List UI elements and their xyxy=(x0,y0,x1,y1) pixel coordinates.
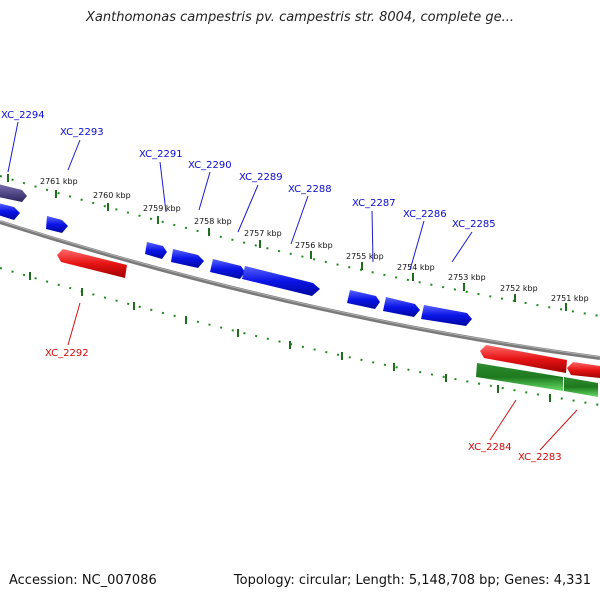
gene-band-xc-2283[interactable] xyxy=(564,377,598,397)
gene-label-xc-2290: XC_2290 xyxy=(188,160,232,171)
gene-label-xc-2287: XC_2287 xyxy=(352,198,396,209)
gene-label-xc-2285: XC_2285 xyxy=(452,219,496,230)
tick-label: 2758 kbp xyxy=(194,217,232,226)
gene-xc-2288[interactable] xyxy=(242,266,320,296)
gene-label-xc-2283: XC_2283 xyxy=(518,452,562,463)
tick-label: 2752 kbp xyxy=(500,284,538,293)
gene-xc-2294-fwd[interactable] xyxy=(0,203,20,220)
tick-label: 2757 kbp xyxy=(244,229,282,238)
gene-label-xc-2288: XC_2288 xyxy=(288,184,332,195)
tick-label: 2753 kbp xyxy=(448,273,486,282)
gene-label-xc-2289: XC_2289 xyxy=(239,172,283,183)
gene-label-xc-2294: XC_2294 xyxy=(1,110,45,121)
forward-leader-lines xyxy=(7,121,473,271)
gene-xc-2285[interactable] xyxy=(421,305,472,326)
reverse-other-genes xyxy=(476,363,598,397)
gene-xc-2283[interactable] xyxy=(567,362,600,378)
major-ticks-upper xyxy=(7,174,567,311)
gene-label-xc-2284: XC_2284 xyxy=(468,442,512,453)
tick-label: 2754 kbp xyxy=(397,263,435,272)
accession-text: Accession: NC_007086 xyxy=(9,573,157,588)
gene-label-xc-2293: XC_2293 xyxy=(60,127,104,138)
gene-xc-2286[interactable] xyxy=(383,297,420,317)
map-title: Xanthomonas campestris pv. campestris st… xyxy=(86,10,514,25)
gene-label-xc-2292: XC_2292 xyxy=(45,348,89,359)
reverse-genes xyxy=(57,249,600,378)
gene-xc-2287[interactable] xyxy=(347,290,380,309)
gene-xc-2294[interactable] xyxy=(0,184,27,202)
reverse-gene-labels: XC_2292 XC_2284 XC_2283 xyxy=(45,348,562,463)
tick-label: 2755 kbp xyxy=(346,252,384,261)
genome-backbone xyxy=(0,220,600,360)
gene-xc-2291[interactable] xyxy=(145,242,167,259)
gene-xc-2289[interactable] xyxy=(210,259,245,279)
gene-label-xc-2286: XC_2286 xyxy=(403,209,447,220)
tick-label: 2760 kbp xyxy=(93,191,131,200)
tick-label: 2761 kbp xyxy=(40,177,78,186)
gene-xc-2293[interactable] xyxy=(46,216,68,233)
reverse-leader-lines xyxy=(67,302,578,451)
tick-label: 2756 kbp xyxy=(295,241,333,250)
gene-band-xc-2284[interactable] xyxy=(476,363,563,391)
genome-summary-text: Topology: circular; Length: 5,148,708 bp… xyxy=(233,573,591,588)
tick-label: 2751 kbp xyxy=(551,294,589,303)
tick-labels: 2761 kbp 2760 kbp 2759 kbp 2758 kbp 2757 kbp… xyxy=(40,177,589,303)
gene-label-xc-2291: XC_2291 xyxy=(139,149,183,160)
major-ticks-lower xyxy=(29,272,551,402)
gene-xc-2290[interactable] xyxy=(171,249,204,268)
forward-genes xyxy=(0,184,472,326)
tick-label: 2759 kbp xyxy=(143,204,181,213)
gene-xc-2284[interactable] xyxy=(480,345,567,373)
gene-xc-2292[interactable] xyxy=(57,249,127,278)
forward-gene-labels: XC_2294 XC_2293 XC_2291 XC_2290 XC_2289 XC_22… xyxy=(1,110,496,230)
